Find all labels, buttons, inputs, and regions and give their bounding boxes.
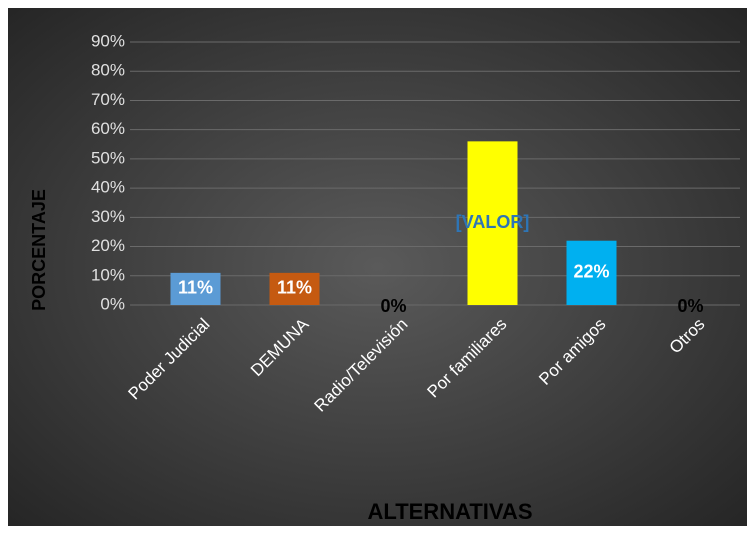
y-tick-label: 50% xyxy=(91,148,125,167)
y-axis-title: PORCENTAJE xyxy=(29,189,49,311)
y-tick-label: 80% xyxy=(91,61,125,80)
x-axis-title: ALTERNATIVAS xyxy=(368,499,533,524)
y-tick-label: 40% xyxy=(91,178,125,197)
y-tick-label: 10% xyxy=(91,265,125,284)
data-label: 0% xyxy=(677,296,703,316)
data-label: 0% xyxy=(380,296,406,316)
chart-background xyxy=(8,8,747,526)
bar xyxy=(170,272,221,305)
y-tick-label: 20% xyxy=(91,236,125,255)
bar xyxy=(269,272,320,305)
bar xyxy=(467,141,518,305)
data-label: [VALOR] xyxy=(456,212,530,232)
y-tick-label: 30% xyxy=(91,207,125,226)
data-label: 11% xyxy=(277,278,312,298)
data-label: 11% xyxy=(178,278,213,298)
bar xyxy=(566,240,617,305)
data-label: 22% xyxy=(573,262,609,282)
y-tick-label: 60% xyxy=(91,119,125,138)
y-tick-label: 90% xyxy=(91,31,125,50)
y-tick-label: 70% xyxy=(91,90,125,109)
y-tick-label: 0% xyxy=(100,294,125,313)
